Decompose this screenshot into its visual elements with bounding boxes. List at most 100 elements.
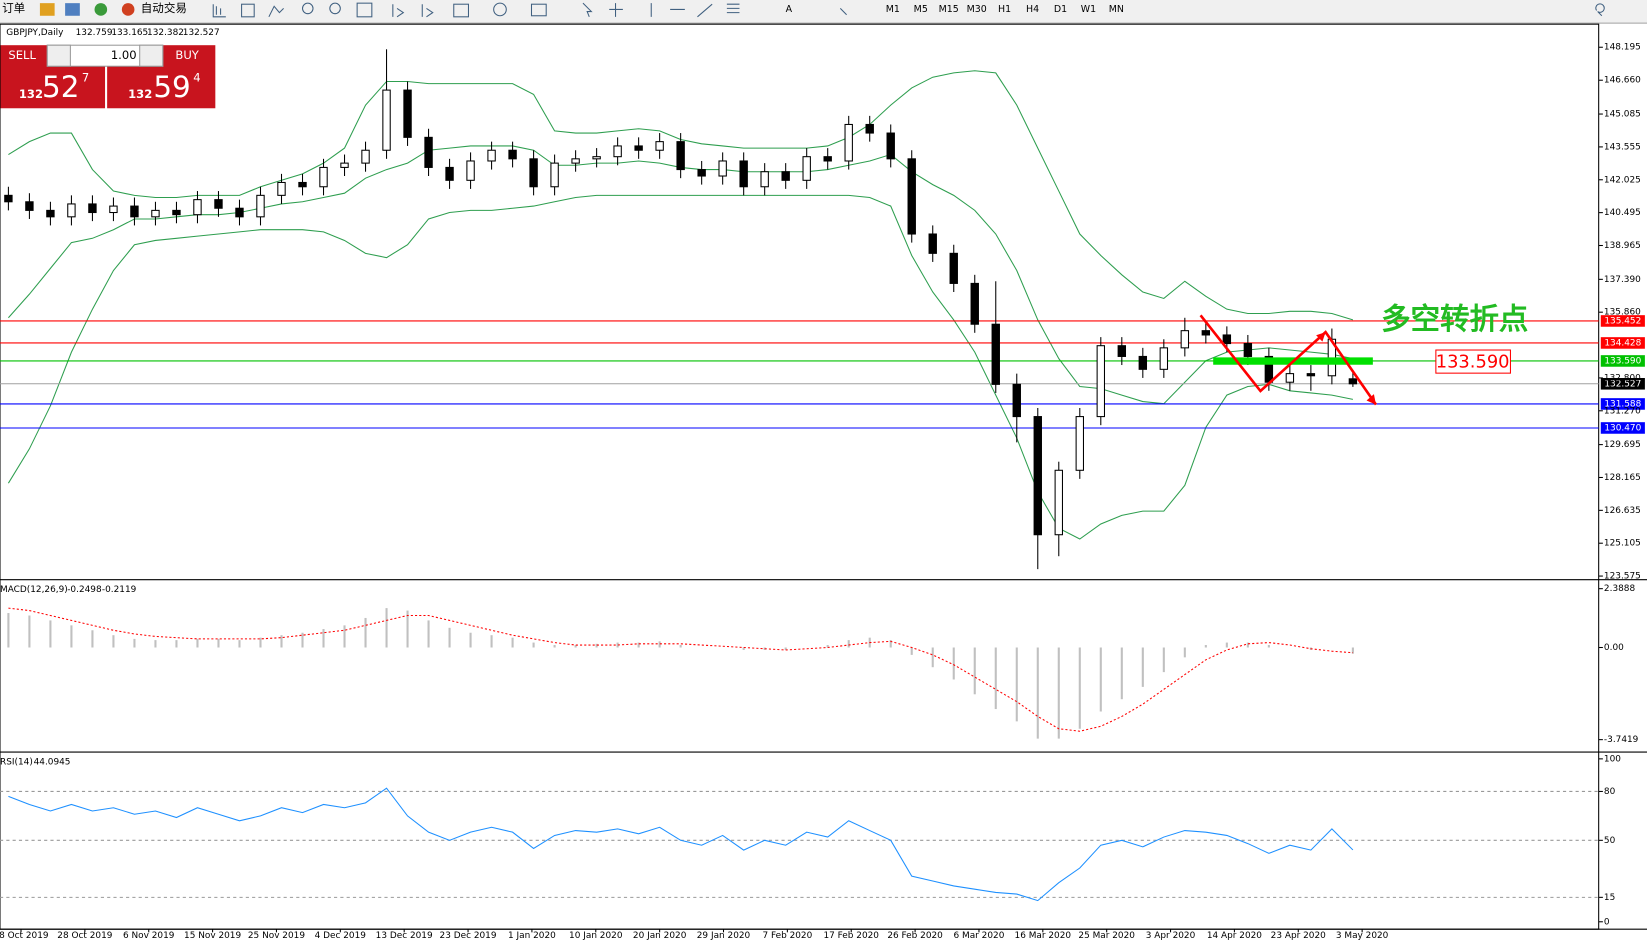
bid-pips: 52 (42, 70, 79, 104)
icon[interactable] (212, 4, 226, 18)
icon[interactable] (39, 3, 55, 16)
candle-body (25, 201, 34, 211)
icon[interactable] (241, 3, 255, 18)
timeframe-button[interactable]: M1 (886, 4, 900, 15)
icon[interactable] (839, 3, 1605, 17)
x-tick-label: 25 Mar 2020 (1078, 931, 1135, 941)
arrow-head (1366, 394, 1377, 405)
price-callout-text: 133.590 (1436, 352, 1510, 373)
timeframe-button[interactable]: M15 (939, 4, 959, 15)
x-tick-label: 18 Oct 2019 (0, 931, 49, 941)
price-level-tag (1600, 378, 1645, 390)
buy-button[interactable]: BUY (175, 48, 199, 62)
icon[interactable] (609, 3, 623, 17)
price-level-label: 133.590 (1604, 356, 1641, 366)
toolbar (0, 0, 1647, 24)
chart-area (0, 23, 1600, 930)
x-tick-label: 13 Dec 2019 (376, 931, 433, 941)
auto-trade-button[interactable]: 自动交易 (141, 1, 187, 15)
candle-body (1075, 416, 1084, 471)
x-tick-label: 3 Apr 2020 (1146, 931, 1196, 941)
y-tick-label: 140.495 (1604, 208, 1641, 218)
candle-body (487, 149, 496, 162)
candle-body (928, 233, 937, 254)
candle-body (4, 194, 13, 203)
candle-body (88, 203, 97, 214)
candle-body (403, 89, 412, 138)
indicator-value: -0.2498 (67, 585, 102, 595)
timeframe-button[interactable]: D1 (1054, 4, 1067, 15)
y-tick-label: 123.575 (1604, 572, 1641, 582)
arrow-head (1316, 332, 1326, 342)
icon-label: A (786, 4, 793, 15)
icon[interactable] (421, 4, 434, 18)
order-button[interactable]: 订单 (2, 1, 25, 15)
lot-down[interactable] (46, 44, 71, 67)
icon[interactable] (121, 3, 135, 16)
y-tick-label: 146.660 (1604, 76, 1641, 86)
icon[interactable] (650, 3, 740, 18)
indicator-value: -0.2119 (102, 585, 137, 595)
candle-body (340, 162, 349, 168)
ask-pips: 59 (153, 70, 190, 104)
timeframe-button[interactable]: W1 (1081, 4, 1096, 15)
candle-body (571, 158, 580, 164)
icon[interactable] (530, 3, 547, 17)
candle-body (361, 149, 370, 164)
y-tick-label: 125.105 (1604, 539, 1641, 549)
candle-body (67, 203, 76, 218)
price-callout (1435, 349, 1511, 374)
indicator-value: 44.0945 (34, 758, 71, 768)
icon[interactable] (329, 2, 341, 15)
price-level-tag (1600, 355, 1645, 367)
bollinger-lower (7, 194, 1353, 540)
y-tick-label: 126.635 (1604, 506, 1641, 516)
ohlc-value: 133.165 (111, 28, 148, 38)
ohlc-value: 132.527 (183, 28, 220, 38)
x-tick-label: 14 Apr 2020 (1207, 931, 1262, 941)
price-level-label: 131.588 (1604, 399, 1641, 409)
icon[interactable] (493, 2, 507, 17)
timeframe-button[interactable]: M30 (967, 4, 987, 15)
lot-value[interactable]: 1.00 (111, 48, 137, 62)
candle-body (634, 145, 643, 151)
y-tick-label: 0 (1604, 917, 1610, 927)
price-level-tag (1600, 337, 1645, 349)
lot-up[interactable] (139, 44, 164, 67)
timeframe-button[interactable]: H4 (1026, 4, 1039, 15)
x-tick-label: 1 Jan 2020 (508, 931, 556, 941)
x-tick-label: 26 Feb 2020 (887, 931, 943, 941)
price-level-label: 135.452 (1604, 316, 1641, 326)
icon[interactable] (65, 3, 80, 16)
x-tick-label: 29 Jan 2020 (697, 931, 751, 941)
price-level-label: 130.470 (1604, 423, 1641, 433)
y-tick-label: 15 (1604, 893, 1615, 903)
candle-body (1033, 416, 1042, 536)
timeframe-button[interactable]: H1 (998, 4, 1011, 15)
icon[interactable] (392, 4, 405, 18)
icon[interactable] (301, 2, 314, 15)
y-tick-label: 50 (1604, 836, 1616, 846)
candle-body (193, 199, 202, 216)
candle-body (298, 181, 307, 188)
sell-button[interactable]: SELL (8, 48, 36, 62)
candle-body (865, 123, 874, 134)
icon[interactable] (356, 2, 373, 18)
timeframe-button[interactable]: MN (1109, 4, 1124, 15)
icon[interactable] (582, 2, 593, 18)
x-tick-label: 16 Mar 2020 (1015, 931, 1072, 941)
icon[interactable] (94, 3, 108, 16)
candle-body (172, 209, 181, 216)
candle-body (1117, 345, 1127, 357)
candle-body (235, 207, 244, 218)
candle-body (445, 166, 454, 181)
candle-body (676, 141, 685, 171)
x-tick-label: 28 Oct 2019 (57, 931, 112, 941)
y-tick-label: 148.195 (1604, 43, 1641, 53)
icon[interactable] (268, 5, 284, 18)
bid-big: 132 (19, 87, 43, 101)
icon[interactable] (453, 3, 469, 18)
timeframe-button[interactable]: M5 (914, 4, 928, 15)
candle-body (886, 132, 895, 160)
